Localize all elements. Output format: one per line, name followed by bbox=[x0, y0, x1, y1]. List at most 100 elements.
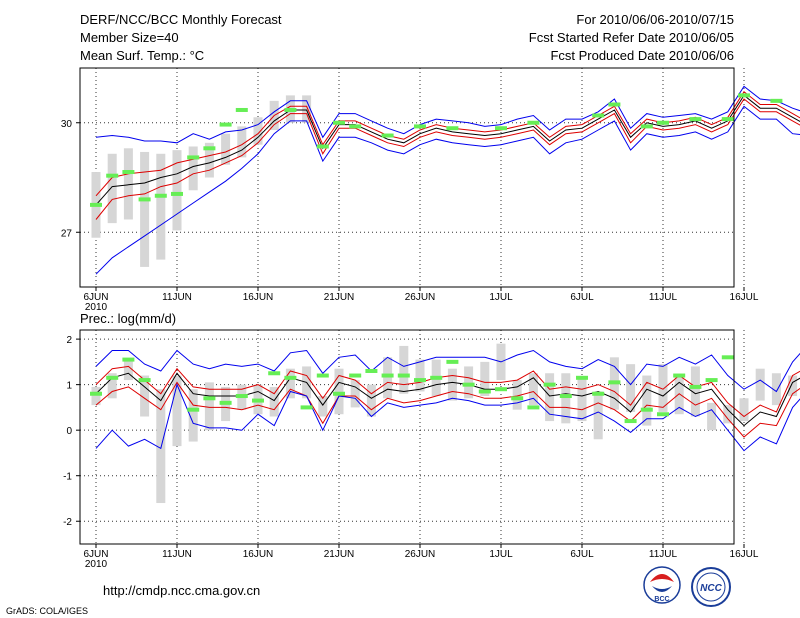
precip-obs-bar-14 bbox=[318, 396, 328, 417]
temp-obs-bar-4 bbox=[156, 153, 166, 260]
precip-obs-mark-15 bbox=[365, 368, 378, 373]
precip-xtick-label-8: 16JUL bbox=[730, 549, 759, 560]
precip-obs-bar-43 bbox=[788, 375, 798, 397]
precip-xtick-label-3: 21JUN bbox=[324, 549, 355, 560]
precip-obs-mark-37 bbox=[721, 355, 734, 360]
temp-ytick-label-1: 30 bbox=[61, 119, 73, 130]
temp-xtick-label-2: 16JUN bbox=[243, 292, 274, 303]
precip-obs-mark-34 bbox=[673, 373, 686, 378]
precip-obs-mark-4 bbox=[187, 407, 200, 412]
precip-obs-bar-35 bbox=[658, 364, 668, 412]
temp-variable-label: Mean Surf. Temp.: °C bbox=[80, 48, 204, 63]
temp-obs-mark-26 bbox=[770, 98, 783, 103]
precip-obs-bar-31 bbox=[593, 391, 603, 440]
precip-obs-bar-33 bbox=[626, 364, 636, 412]
temp-obs-mark-24 bbox=[721, 117, 734, 122]
precip-series-q75 bbox=[95, 365, 800, 418]
temp-xtick-label-8: 16JUL bbox=[730, 292, 759, 303]
forecast-produced-label: Fcst Produced Date 2010/06/06 bbox=[550, 48, 734, 63]
member-size-label: Member Size=40 bbox=[80, 30, 179, 45]
precip-obs-mark-23 bbox=[495, 387, 507, 392]
precip-obs-bar-27 bbox=[528, 373, 538, 406]
precip-obs-mark-2 bbox=[122, 357, 135, 362]
temp-obs-bar-8 bbox=[221, 133, 231, 165]
precip-obs-bar-20 bbox=[415, 359, 425, 392]
source-url[interactable]: http://cmdp.ncc.cma.gov.cn bbox=[103, 583, 260, 598]
temp-obs-mark-8 bbox=[219, 122, 232, 127]
temp-obs-mark-1 bbox=[106, 173, 119, 178]
precip-obs-mark-30 bbox=[608, 380, 621, 385]
temp-obs-mark-15 bbox=[414, 124, 426, 129]
precip-obs-bar-4 bbox=[156, 389, 166, 504]
precip-obs-bar-38 bbox=[707, 402, 717, 431]
temp-obs-mark-10 bbox=[284, 107, 297, 112]
temp-series-max bbox=[95, 85, 800, 144]
precip-obs-mark-29 bbox=[592, 391, 605, 396]
temp-obs-mark-18 bbox=[527, 120, 540, 125]
precip-series-min bbox=[95, 383, 800, 452]
temp-year-label: 2010 bbox=[85, 302, 108, 313]
forecast-started-label: Fcst Started Refer Date 2010/06/05 bbox=[529, 30, 734, 45]
bcc-logo: BCC bbox=[643, 566, 681, 604]
precip-obs-bar-30 bbox=[577, 377, 587, 422]
temp-xtick-label-5: 1JUL bbox=[489, 292, 513, 303]
precip-obs-mark-24 bbox=[511, 396, 524, 401]
temp-obs-mark-9 bbox=[235, 107, 248, 112]
temp-obs-bar-2 bbox=[123, 148, 133, 220]
precip-ytick-label-3: 1 bbox=[66, 381, 72, 392]
precip-obs-mark-36 bbox=[705, 378, 718, 383]
precip-obs-bar-26 bbox=[512, 380, 522, 410]
precip-obs-bar-39 bbox=[723, 405, 733, 424]
temp-xtick-label-6: 6JUL bbox=[570, 292, 594, 303]
temperature-panel: 6JUN 11JUN 16JUN 21JUN 26JUN 1JUL 6JUL 11JUL 16J… bbox=[61, 67, 800, 313]
precip-obs-mark-26 bbox=[543, 382, 556, 387]
temp-obs-mark-7 bbox=[203, 146, 216, 151]
temp-xtick-label-1: 11JUN bbox=[162, 292, 192, 303]
temp-obs-mark-0 bbox=[90, 202, 102, 207]
temp-xtick-label-7: 11JUL bbox=[649, 292, 678, 303]
precip-obs-mark-18 bbox=[414, 378, 426, 383]
precip-obs-bar-18 bbox=[383, 357, 393, 399]
precip-obs-bar-41 bbox=[755, 368, 765, 401]
precip-obs-mark-21 bbox=[462, 382, 475, 387]
forecast-period-label: For 2010/06/06-2010/07/15 bbox=[576, 12, 734, 27]
precip-obs-mark-1 bbox=[106, 375, 119, 380]
precip-ytick-label-0: -2 bbox=[63, 517, 72, 528]
precip-xtick-label-5: 1JUL bbox=[489, 549, 513, 560]
temp-obs-mark-16 bbox=[446, 126, 459, 131]
temp-obs-bar-10 bbox=[253, 117, 263, 145]
precip-obs-mark-31 bbox=[624, 419, 637, 424]
precip-obs-bar-6 bbox=[188, 389, 198, 442]
temp-obs-bar-1 bbox=[107, 153, 117, 224]
precip-obs-mark-13 bbox=[333, 391, 345, 396]
temp-obs-mark-4 bbox=[154, 193, 167, 198]
precip-obs-mark-27 bbox=[559, 394, 572, 399]
temp-series-median bbox=[95, 94, 800, 206]
precip-obs-mark-17 bbox=[397, 373, 410, 378]
temp-obs-mark-17 bbox=[495, 126, 507, 131]
temp-obs-mark-23 bbox=[689, 117, 702, 122]
precip-obs-bar-2 bbox=[123, 359, 133, 381]
precip-obs-mark-3 bbox=[138, 378, 151, 383]
temp-obs-bar-9 bbox=[237, 126, 247, 158]
temp-series-q75 bbox=[95, 90, 800, 197]
precip-obs-mark-35 bbox=[689, 384, 702, 389]
precip-obs-bar-42 bbox=[771, 373, 781, 406]
precip-obs-bar-37 bbox=[690, 366, 700, 417]
precip-frame bbox=[79, 329, 735, 545]
precip-obs-bar-5 bbox=[172, 375, 182, 447]
precip-obs-mark-16 bbox=[381, 373, 394, 378]
precip-obs-mark-20 bbox=[446, 359, 459, 364]
precip-xtick-label-1: 11JUN bbox=[162, 549, 192, 560]
precipitation-panel: 6JUN 11JUN 16JUN 21JUN 26JUN 1JUL 6JUL 11JUL 16J… bbox=[63, 329, 800, 570]
temp-obs-mark-20 bbox=[608, 102, 621, 107]
precip-obs-bar-0 bbox=[91, 386, 101, 406]
temp-obs-mark-12 bbox=[333, 120, 345, 125]
bcc-logo-text: BCC bbox=[654, 596, 669, 603]
temp-series-q25 bbox=[95, 98, 800, 220]
precip-obs-mark-19 bbox=[430, 375, 443, 380]
temp-series-min bbox=[95, 105, 800, 275]
precip-series-median bbox=[95, 372, 800, 427]
precip-obs-bar-24 bbox=[480, 361, 490, 397]
